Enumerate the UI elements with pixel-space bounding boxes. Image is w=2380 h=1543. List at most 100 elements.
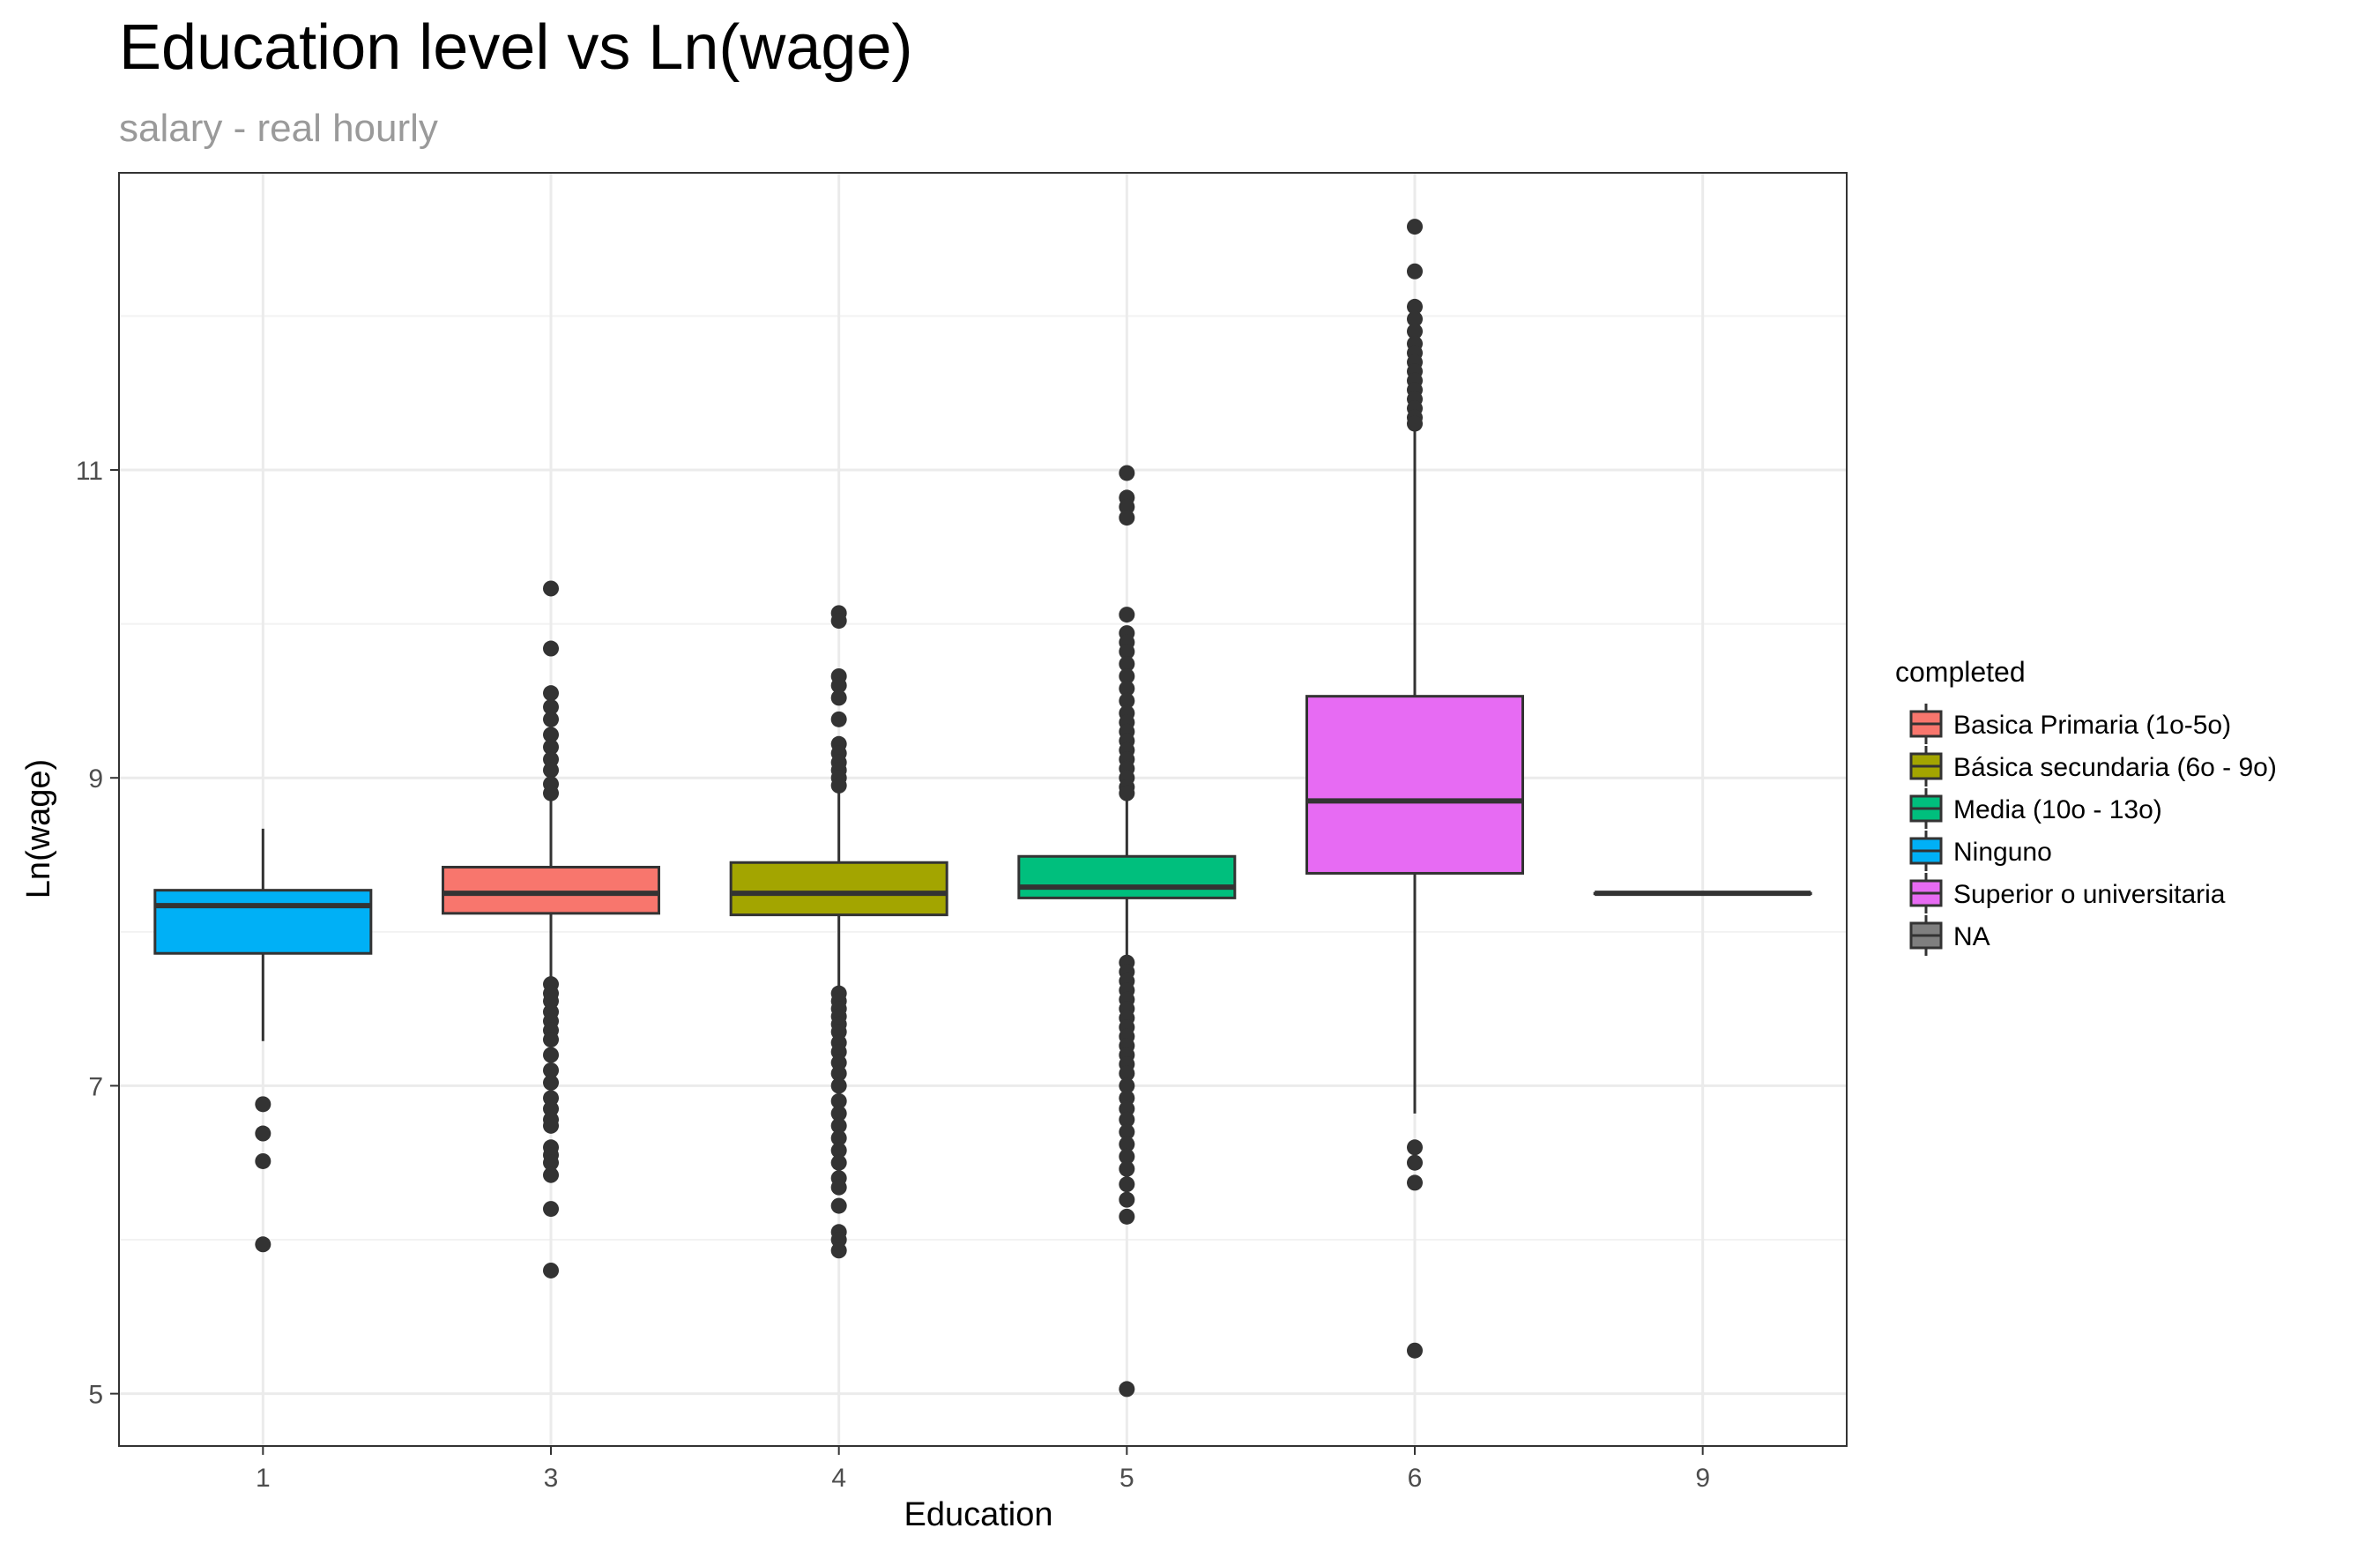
outlier-point — [830, 777, 847, 794]
y-tick-label: 7 — [88, 1072, 103, 1101]
y-tick-label: 11 — [76, 457, 103, 486]
outlier-point — [830, 1105, 847, 1122]
outlier-point — [1119, 667, 1135, 684]
outlier-point — [543, 685, 559, 702]
outlier-point — [1407, 415, 1423, 432]
outlier-point — [830, 1092, 847, 1109]
outlier-point — [1119, 607, 1135, 623]
outlier-point — [543, 640, 559, 657]
outlier-point — [543, 1154, 559, 1171]
outlier-point — [1119, 1065, 1135, 1082]
outlier-point — [543, 1032, 559, 1048]
outlier-point — [1407, 323, 1423, 339]
box-3 — [442, 580, 660, 1278]
outlier-point — [1119, 1208, 1135, 1225]
outlier-point — [830, 677, 847, 694]
outlier-point — [543, 1047, 559, 1063]
legend-title: completed — [1895, 656, 2026, 688]
x-tick-label: 5 — [1119, 1464, 1134, 1493]
box-9 — [1593, 891, 1812, 897]
outlier-point — [255, 1152, 271, 1169]
y-tick-label: 5 — [88, 1381, 103, 1410]
outlier-point — [830, 1242, 847, 1259]
outlier-point — [1407, 1139, 1423, 1156]
outlier-point — [543, 580, 559, 597]
outlier-point — [543, 785, 559, 801]
legend-label: Ninguno — [1953, 838, 2052, 867]
outlier-point — [1119, 1148, 1135, 1165]
panel-border — [118, 172, 1848, 1447]
outlier-point — [1119, 465, 1135, 481]
legend-item: Básica secundaria (6o - 9o) — [1909, 746, 2277, 786]
outlier-point — [830, 690, 847, 706]
box-5 — [1017, 465, 1237, 1398]
outlier-point — [830, 613, 847, 630]
y-axis-title: Ln(wage) — [20, 759, 57, 898]
legend-item: Ninguno — [1909, 831, 2052, 871]
chart-title: Education level vs Ln(wage) — [119, 12, 913, 83]
outlier-point — [1119, 1077, 1135, 1094]
x-axis-title: Education — [904, 1496, 1052, 1533]
outlier-point — [543, 1117, 559, 1134]
x-tick-label: 4 — [831, 1464, 846, 1493]
legend-label: Superior o universitaria — [1953, 880, 2226, 909]
outlier-point — [1119, 1160, 1135, 1177]
outlier-point — [1407, 263, 1423, 280]
x-tick-label: 1 — [256, 1464, 271, 1493]
outlier-point — [1119, 510, 1135, 526]
outlier-point — [1407, 1154, 1423, 1171]
box-4 — [729, 605, 948, 1259]
y-axis: 5 7 9 11 — [76, 457, 119, 1410]
outlier-point — [255, 1236, 271, 1253]
outlier-point — [1119, 644, 1135, 660]
legend-label: NA — [1953, 922, 1990, 951]
outlier-point — [543, 727, 559, 743]
outlier-point — [830, 1129, 847, 1146]
outlier-point — [1407, 298, 1423, 315]
box-iqr — [1305, 695, 1524, 875]
grid — [119, 173, 1847, 1446]
outlier-point — [543, 1201, 559, 1218]
outlier-point — [255, 1096, 271, 1113]
box-1 — [153, 828, 373, 1253]
legend-label: Media (10o - 13o) — [1953, 795, 2162, 824]
outlier-point — [1407, 310, 1423, 327]
outlier-point — [1407, 1174, 1423, 1191]
outlier-point — [543, 762, 559, 779]
box-6 — [1305, 219, 1524, 1359]
legend-item: Basica Primaria (1o-5o) — [1909, 704, 2231, 744]
outlier-point — [830, 1142, 847, 1159]
legend-item: Media (10o - 13o) — [1909, 788, 2162, 829]
outlier-point — [1119, 1111, 1135, 1128]
outlier-point — [830, 1065, 847, 1082]
outlier-point — [543, 1062, 559, 1078]
outlier-point — [1119, 1191, 1135, 1208]
outlier-point — [1407, 219, 1423, 235]
chart-subtitle: salary - real hourly — [119, 107, 438, 150]
outlier-point — [830, 1154, 847, 1171]
outlier-point — [255, 1125, 271, 1142]
outlier-point — [1119, 1123, 1135, 1140]
outlier-point — [543, 1167, 559, 1183]
x-tick-label: 9 — [1695, 1464, 1710, 1493]
outlier-point — [1119, 655, 1135, 672]
legend-item: NA — [1909, 915, 1990, 956]
outlier-point — [543, 1262, 559, 1278]
box-iqr — [442, 865, 660, 915]
outlier-point — [543, 698, 559, 715]
outlier-point — [830, 1117, 847, 1134]
outlier-point — [543, 1074, 559, 1091]
outlier-point — [543, 739, 559, 756]
outlier-point — [830, 1077, 847, 1094]
legend: completed Basica Primaria (1o-5o) Básica … — [1895, 656, 2277, 956]
box-iqr — [729, 861, 948, 917]
x-tick-label: 3 — [544, 1464, 559, 1493]
outlier-point — [830, 1179, 847, 1196]
outlier-point — [1407, 1342, 1423, 1359]
outlier-point — [1119, 785, 1135, 801]
legend-label: Basica Primaria (1o-5o) — [1953, 711, 2231, 740]
x-axis: 1 3 4 5 6 9 — [256, 1446, 1710, 1493]
outlier-point — [830, 711, 847, 727]
outlier-point — [1119, 1381, 1135, 1398]
